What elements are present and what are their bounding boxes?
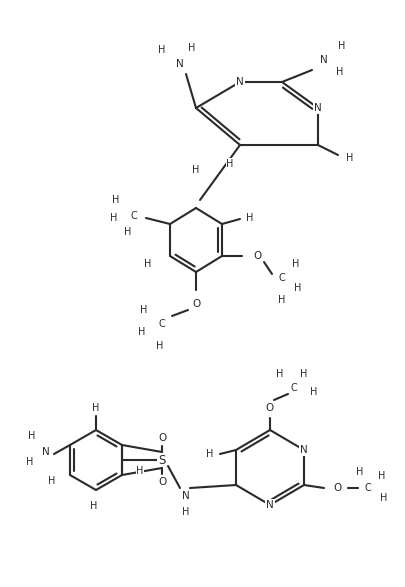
Text: H: H: [28, 431, 36, 441]
Text: O: O: [254, 251, 262, 261]
Text: H: H: [346, 153, 354, 163]
Text: H: H: [140, 305, 148, 315]
Text: H: H: [301, 369, 308, 379]
Text: H: H: [156, 341, 164, 351]
Text: H: H: [124, 227, 132, 237]
Text: H: H: [26, 457, 34, 467]
Text: H: H: [136, 466, 144, 476]
Text: H: H: [112, 195, 120, 205]
Text: H: H: [188, 43, 196, 53]
Text: N: N: [236, 77, 244, 87]
Text: C: C: [291, 383, 297, 393]
Text: O: O: [192, 299, 200, 309]
Text: H: H: [158, 45, 166, 55]
Text: N: N: [176, 59, 184, 69]
Text: N: N: [320, 55, 328, 65]
Text: H: H: [110, 213, 118, 223]
Text: S: S: [158, 454, 166, 467]
Text: H: H: [90, 501, 98, 511]
Text: H: H: [292, 259, 300, 269]
Text: C: C: [131, 211, 137, 221]
Text: N: N: [314, 103, 322, 113]
Text: H: H: [246, 213, 254, 223]
Text: O: O: [158, 433, 166, 443]
Text: C: C: [364, 483, 371, 493]
Text: H: H: [278, 295, 286, 305]
Text: O: O: [334, 483, 342, 493]
Text: N: N: [266, 500, 274, 510]
Text: O: O: [266, 403, 274, 413]
Text: H: H: [356, 467, 364, 477]
Text: H: H: [276, 369, 284, 379]
Text: N: N: [300, 445, 308, 455]
Text: H: H: [338, 41, 346, 51]
Text: C: C: [159, 319, 165, 329]
Text: H: H: [294, 283, 302, 293]
Text: H: H: [139, 327, 146, 337]
Text: H: H: [378, 471, 386, 481]
Text: O: O: [158, 477, 166, 487]
Text: N: N: [42, 447, 50, 457]
Text: H: H: [192, 165, 200, 175]
Text: H: H: [380, 493, 388, 503]
Text: H: H: [48, 476, 56, 486]
Text: H: H: [226, 159, 234, 169]
Text: H: H: [206, 449, 214, 459]
Text: C: C: [279, 273, 286, 283]
Text: H: H: [310, 387, 318, 397]
Text: H: H: [182, 507, 190, 517]
Text: H: H: [144, 259, 152, 269]
Text: N: N: [182, 491, 190, 501]
Text: H: H: [336, 67, 344, 77]
Text: H: H: [92, 403, 100, 413]
